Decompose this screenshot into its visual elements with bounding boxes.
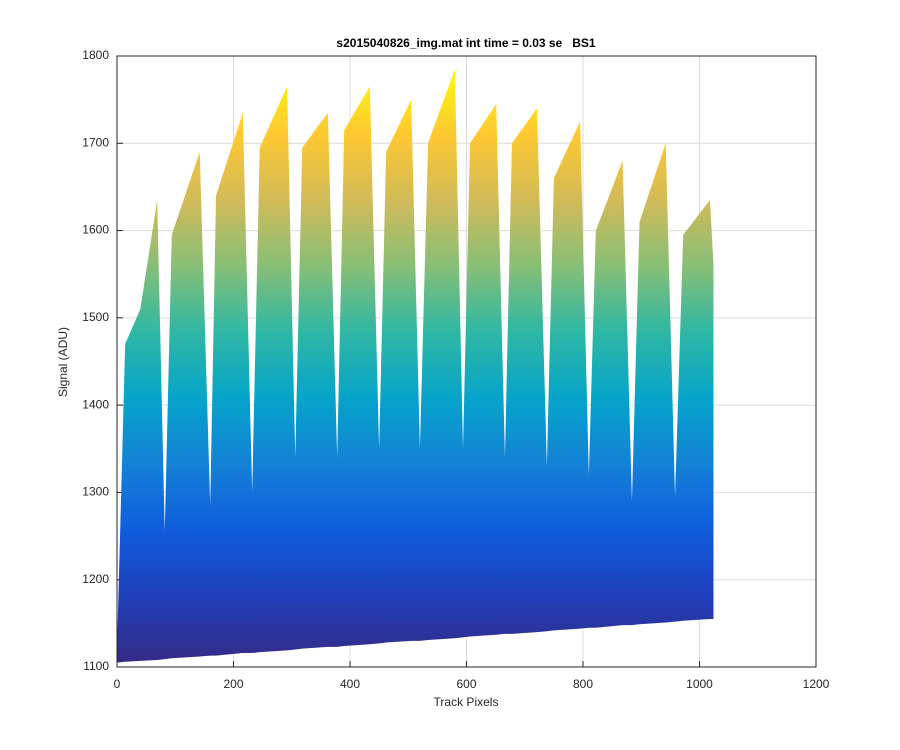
x-tick-label: 400: [340, 677, 360, 691]
x-axis-label: Track Pixels: [434, 695, 499, 709]
y-tick-label: 1500: [82, 310, 109, 324]
y-tick-label: 1800: [82, 48, 109, 62]
x-tick-label: 0: [114, 677, 121, 691]
y-tick-label: 1300: [82, 485, 109, 499]
y-tick-label: 1600: [82, 223, 109, 237]
y-tick-label: 1200: [82, 572, 109, 586]
y-tick-label: 1100: [83, 659, 109, 673]
x-tick-label: 200: [223, 677, 243, 691]
x-tick-label: 600: [456, 677, 476, 691]
signal-band: [117, 69, 714, 663]
x-tick-label: 1000: [686, 677, 713, 691]
y-axis-label: Signal (ADU): [56, 327, 70, 397]
y-tick-label: 1700: [82, 135, 109, 149]
chart-title: s2015040826_img.mat int time = 0.03 se B…: [336, 36, 595, 50]
axes-box: [116, 55, 817, 668]
x-tick-label: 1200: [803, 677, 830, 691]
x-tick-label: 800: [573, 677, 593, 691]
y-tick-label: 1400: [82, 397, 109, 411]
